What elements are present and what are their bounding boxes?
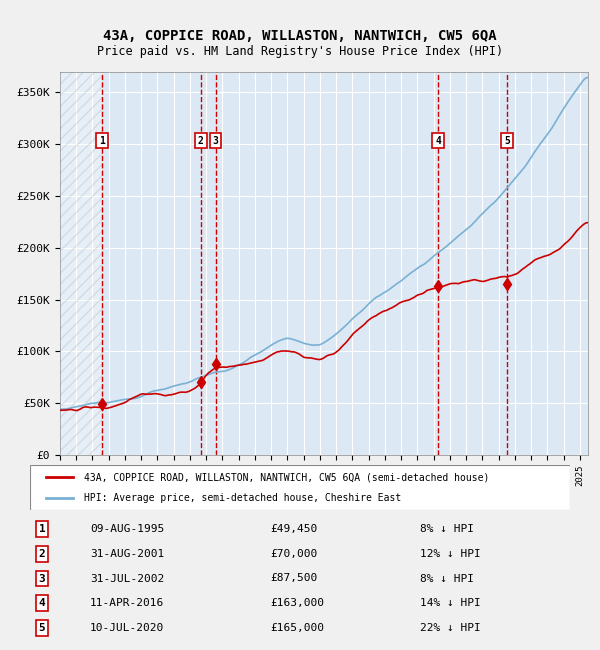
Text: HPI: Average price, semi-detached house, Cheshire East: HPI: Average price, semi-detached house,…	[84, 493, 401, 502]
Text: £165,000: £165,000	[270, 623, 324, 633]
Text: 10-JUL-2020: 10-JUL-2020	[90, 623, 164, 633]
Text: 22% ↓ HPI: 22% ↓ HPI	[420, 623, 481, 633]
Text: 1: 1	[38, 524, 46, 534]
Text: 1: 1	[100, 136, 105, 146]
Text: 12% ↓ HPI: 12% ↓ HPI	[420, 549, 481, 559]
Text: 4: 4	[435, 136, 441, 146]
Text: 2: 2	[198, 136, 203, 146]
Text: Price paid vs. HM Land Registry's House Price Index (HPI): Price paid vs. HM Land Registry's House …	[97, 46, 503, 58]
Text: 5: 5	[505, 136, 510, 146]
Text: 11-APR-2016: 11-APR-2016	[90, 598, 164, 608]
Text: 3: 3	[213, 136, 218, 146]
Text: 31-AUG-2001: 31-AUG-2001	[90, 549, 164, 559]
Text: 14% ↓ HPI: 14% ↓ HPI	[420, 598, 481, 608]
Text: £70,000: £70,000	[270, 549, 317, 559]
Text: £163,000: £163,000	[270, 598, 324, 608]
Text: 5: 5	[38, 623, 46, 633]
Text: 43A, COPPICE ROAD, WILLASTON, NANTWICH, CW5 6QA: 43A, COPPICE ROAD, WILLASTON, NANTWICH, …	[103, 29, 497, 44]
Text: £87,500: £87,500	[270, 573, 317, 584]
Text: 31-JUL-2002: 31-JUL-2002	[90, 573, 164, 584]
Bar	[60, 72, 102, 455]
Text: 2: 2	[38, 549, 46, 559]
Text: 8% ↓ HPI: 8% ↓ HPI	[420, 524, 474, 534]
Text: £49,450: £49,450	[270, 524, 317, 534]
Text: 09-AUG-1995: 09-AUG-1995	[90, 524, 164, 534]
Text: 8% ↓ HPI: 8% ↓ HPI	[420, 573, 474, 584]
FancyBboxPatch shape	[30, 465, 570, 510]
Text: 43A, COPPICE ROAD, WILLASTON, NANTWICH, CW5 6QA (semi-detached house): 43A, COPPICE ROAD, WILLASTON, NANTWICH, …	[84, 473, 490, 482]
Text: 3: 3	[38, 573, 46, 584]
Text: 4: 4	[38, 598, 46, 608]
